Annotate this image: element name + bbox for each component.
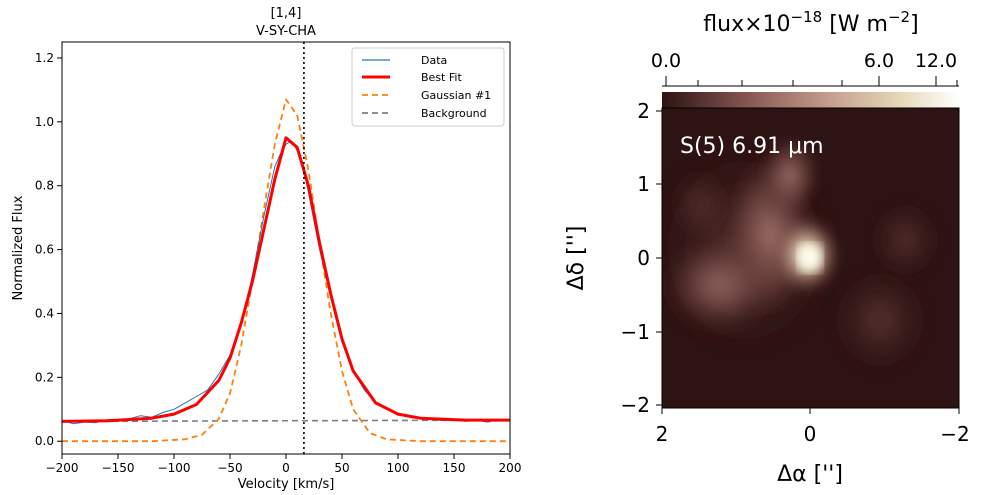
spectrum-y-ticks: 0.0 0.2 0.4 0.6 0.8 1.0 1.2 bbox=[35, 51, 62, 448]
y-tick-label: 0.4 bbox=[35, 306, 54, 320]
legend-label-gaussian: Gaussian #1 bbox=[421, 89, 491, 102]
spectrum-x-ticks: −200 −150 −100 −50 0 50 100 150 200 bbox=[46, 454, 522, 475]
series-line-data bbox=[62, 140, 510, 425]
spectrum-title-line2: V-SY-CHA bbox=[256, 24, 316, 39]
series-line-best-fit bbox=[62, 136, 510, 423]
x-tick-label: 0 bbox=[282, 461, 290, 475]
x-tick-label: 50 bbox=[334, 461, 349, 475]
colorbar-tick-0: 0.0 bbox=[651, 50, 681, 72]
legend-label-best-fit: Best Fit bbox=[421, 71, 462, 84]
x-tick-label: −50 bbox=[217, 461, 242, 475]
colorbar bbox=[662, 92, 959, 108]
y-tick-label: 1.2 bbox=[35, 51, 54, 65]
map-y-axis-label: Δδ [''] bbox=[564, 226, 589, 291]
y-tick-label: 0.8 bbox=[35, 179, 54, 193]
spectrum-x-axis-label: Velocity [km/s] bbox=[238, 477, 335, 492]
x-tick-label: 200 bbox=[499, 461, 522, 475]
colorbar-label: flux×10−18 [W m−2] bbox=[703, 8, 918, 37]
y-tick-label: 0.6 bbox=[35, 243, 54, 257]
map-y-tick-m2: −2 bbox=[621, 393, 650, 417]
map-x-ticks: 2 0 −2 bbox=[656, 408, 970, 446]
map-y-tick-m1: −1 bbox=[621, 320, 650, 344]
flux-map-image bbox=[662, 108, 959, 408]
map-y-tick-2: 2 bbox=[637, 99, 650, 123]
spectrum-title-line1: [1,4] bbox=[271, 6, 302, 21]
legend-label-background: Background bbox=[421, 107, 487, 120]
map-x-tick-2: 2 bbox=[656, 422, 669, 446]
line-annotation: S(5) 6.91 μm bbox=[680, 134, 824, 159]
spectrum-y-axis-label: Normalized Flux bbox=[11, 195, 26, 300]
map-x-axis-label: Δα [''] bbox=[777, 462, 843, 487]
legend-box bbox=[351, 47, 505, 127]
map-x-tick-0: 0 bbox=[804, 422, 817, 446]
map-y-tick-0: 0 bbox=[637, 246, 650, 270]
map-y-tick-1: 1 bbox=[637, 172, 650, 196]
legend-label-data: Data bbox=[421, 54, 447, 67]
x-tick-label: 150 bbox=[443, 461, 466, 475]
y-tick-label: 0.0 bbox=[35, 434, 54, 448]
x-tick-label: −100 bbox=[158, 461, 191, 475]
spectrum-series-group bbox=[62, 42, 510, 454]
x-tick-label: 100 bbox=[387, 461, 410, 475]
map-x-tick-m2: −2 bbox=[940, 422, 969, 446]
y-tick-label: 1.0 bbox=[35, 115, 54, 129]
spectrum-legend: Data Best Fit Gaussian #1 Background bbox=[351, 47, 505, 127]
y-tick-label: 0.2 bbox=[35, 370, 54, 384]
x-tick-label: −200 bbox=[46, 461, 79, 475]
map-y-ticks: 2 1 0 −1 −2 bbox=[621, 99, 662, 417]
colorbar-tick-6: 6.0 bbox=[864, 50, 894, 72]
series-line-gaussian-1 bbox=[62, 98, 510, 443]
colorbar-tick-12: 12.0 bbox=[915, 50, 957, 72]
colorbar-tick-marks bbox=[665, 76, 958, 86]
x-tick-label: −150 bbox=[102, 461, 135, 475]
